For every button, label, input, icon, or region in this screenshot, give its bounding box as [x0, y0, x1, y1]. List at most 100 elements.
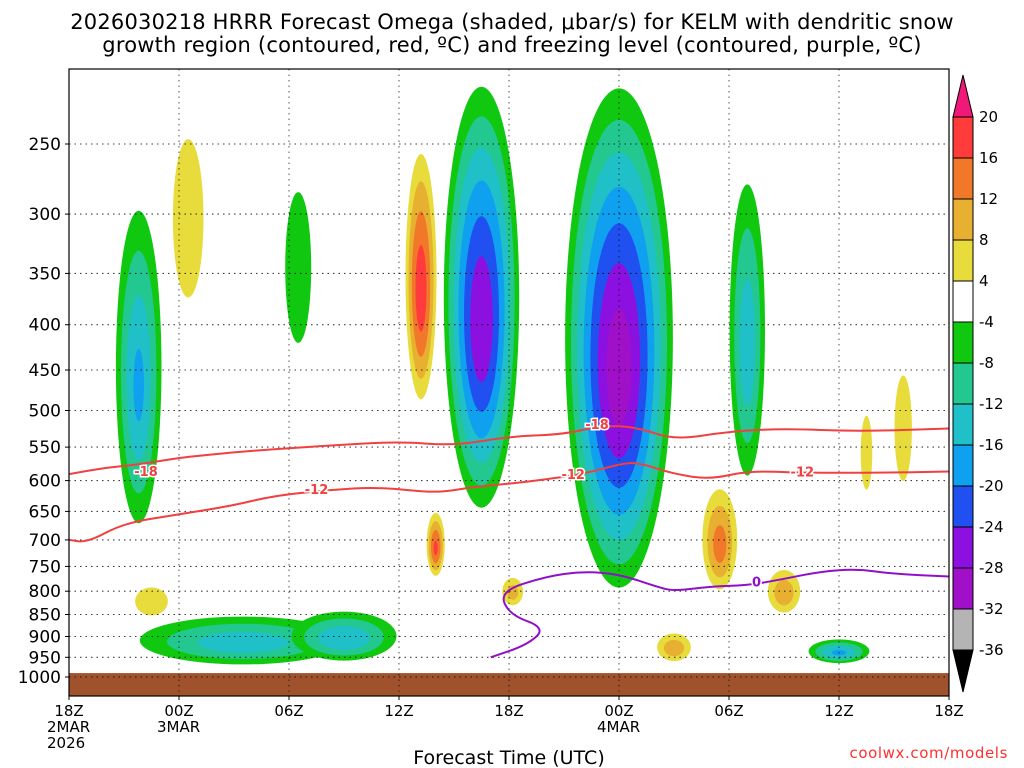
colorbar-tick-3: 8	[979, 231, 989, 249]
contour-label-4: -12	[791, 466, 815, 481]
colorbar-tick-12: -32	[979, 600, 1004, 618]
contour-line-2-0	[490, 568, 949, 659]
omega-contour-4	[860, 415, 873, 490]
contour-line-0--18	[69, 425, 949, 476]
contour-label-2: -18	[585, 418, 609, 433]
ytick-label-950: 950	[29, 648, 61, 668]
contour-line-1--12	[69, 462, 949, 543]
chart-title-line2: growth region (contoured, red, ºC) and f…	[102, 33, 921, 57]
colorbar-bin-12	[952, 608, 974, 651]
y-axis: 2503003504004505005506006507007508008509…	[18, 135, 69, 688]
ytick-label-800: 800	[29, 582, 61, 602]
ytick-label-550: 550	[29, 438, 61, 458]
ytick-label-700: 700	[29, 531, 61, 551]
contour-label-1: -12	[305, 483, 329, 498]
colorbar-tick-7: -12	[979, 395, 1004, 413]
omega-contour--12	[739, 278, 756, 407]
colorbar-tick-4: 4	[979, 272, 989, 290]
colorbar-bin-2	[952, 198, 974, 241]
omega-contour-16	[415, 245, 427, 332]
chart-title-line1: 2026030218 HRRR Forecast Omega (shaded, …	[70, 10, 954, 34]
colorbar-bin-6	[952, 362, 974, 405]
contour-label-5: 0	[752, 576, 761, 591]
omega-feature-10	[565, 88, 673, 588]
colorbar-tick-5: -4	[979, 313, 994, 331]
colorbar-tick-10: -24	[979, 518, 1004, 536]
contour-label-0: -18	[134, 465, 158, 480]
contour-label-3: -12	[561, 468, 585, 483]
colorbar-tick-13: -36	[979, 641, 1004, 659]
omega-contour--24	[470, 256, 493, 383]
xtick-label-24-0: 18Z	[494, 702, 523, 720]
x-axis-label: Forecast Time (UTC)	[413, 747, 604, 768]
omega-feature-13	[729, 184, 765, 476]
xtick-label-18-0: 12Z	[384, 702, 413, 720]
colorbar-tick-8: -16	[979, 436, 1004, 454]
omega-contour-8	[774, 579, 794, 606]
ytick-label-1000: 1000	[18, 668, 61, 688]
omega-contour--12	[197, 632, 289, 653]
xtick-label-12-0: 06Z	[274, 702, 303, 720]
omega-contour--16	[133, 348, 144, 422]
colorbar-tick-1: 16	[979, 149, 998, 167]
omega-contour-8	[663, 639, 685, 657]
xtick-label-30-1: 4MAR	[597, 718, 640, 736]
ytick-label-500: 500	[29, 402, 61, 422]
omega-feature-4	[285, 192, 312, 343]
colorbar-bin-5	[952, 321, 974, 364]
ytick-label-750: 750	[29, 557, 61, 577]
omega-contour-4	[172, 139, 204, 298]
terrain-layer	[69, 673, 949, 696]
colorbar-bin-7	[952, 403, 974, 446]
ytick-label-400: 400	[29, 316, 61, 336]
omega-feature-7	[426, 512, 445, 576]
omega-contour-4	[135, 587, 168, 616]
colorbar-tick-2: 12	[979, 190, 998, 208]
colorbar-tick-11: -28	[979, 559, 1004, 577]
colorbar-tick-0: 20	[979, 108, 998, 126]
omega-feature-6	[405, 154, 437, 400]
ytick-label-350: 350	[29, 264, 61, 284]
xtick-label-36-0: 06Z	[714, 702, 743, 720]
temperature-contours: -18 -12 -18 -12 -12 0	[69, 417, 949, 659]
xtick-label-48-0: 18Z	[934, 702, 963, 720]
omega-contour--4	[285, 192, 312, 343]
ytick-label-900: 900	[29, 628, 61, 648]
omega-feature-8	[443, 86, 520, 508]
xtick-label-42-0: 12Z	[824, 702, 853, 720]
ytick-label-600: 600	[29, 472, 61, 492]
omega-feature-15	[808, 639, 870, 664]
omega-contour-16	[433, 540, 438, 556]
terrain-fill	[69, 673, 949, 696]
colorbar-bin-8	[952, 444, 974, 487]
xtick-label-0-1: 2MAR	[47, 718, 90, 736]
colorbar-bin-1	[952, 157, 974, 200]
colorbar-bin-3	[952, 239, 974, 282]
colorbar-bin-9	[952, 485, 974, 528]
omega-feature-11	[657, 633, 691, 662]
colorbar-bin-4	[952, 280, 974, 323]
xtick-label-0-0: 18Z	[54, 702, 83, 720]
xtick-label-0-2: 2026	[47, 734, 85, 752]
xtick-label-6-0: 00Z	[164, 702, 193, 720]
omega-feature-1	[172, 139, 204, 298]
ytick-label-450: 450	[29, 361, 61, 381]
xtick-label-30-0: 00Z	[604, 702, 633, 720]
colorbar: 20 16 12 8 4 -4 -8 -12 -16 -20 -24 -28 -32 -36	[952, 74, 1004, 693]
omega-contour-4	[894, 375, 912, 481]
omega-feature-17	[894, 375, 912, 481]
omega-contour-12	[713, 525, 727, 563]
omega-feature-12	[702, 489, 738, 590]
gridlines	[69, 69, 949, 696]
ytick-label-300: 300	[29, 205, 61, 225]
ytick-label-850: 850	[29, 606, 61, 626]
colorbar-under-triangle	[952, 649, 974, 693]
ytick-label-250: 250	[29, 135, 61, 155]
plot-area: -18 -12 -18 -12 -12 0	[69, 69, 949, 696]
omega-feature-2	[135, 587, 168, 616]
ytick-label-650: 650	[29, 502, 61, 522]
colorbar-bin-11	[952, 567, 974, 610]
colorbar-bin-0	[952, 116, 974, 159]
